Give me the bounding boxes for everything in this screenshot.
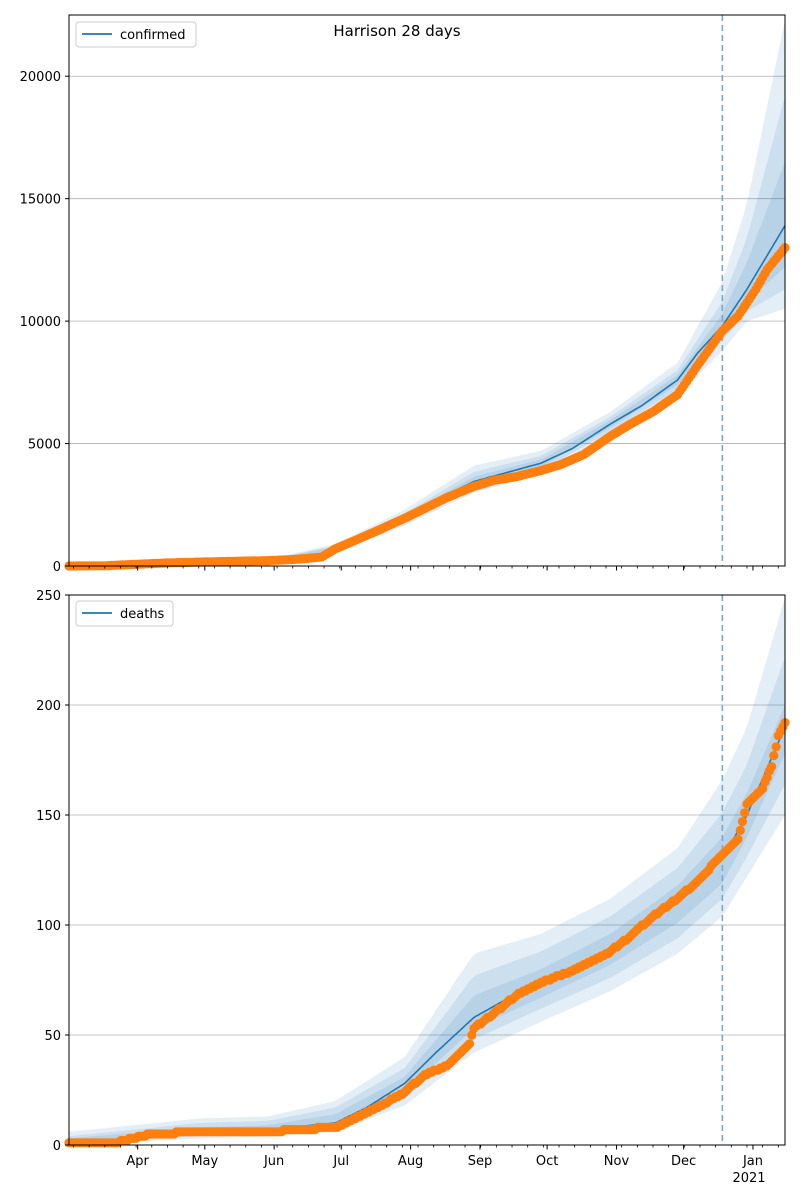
uncertainty-band [69, 19, 785, 566]
x-tick-label: Jun [263, 1154, 284, 1169]
plot-frame-confirmed [68, 14, 786, 567]
observed-point [740, 808, 750, 818]
gridlines-deaths [69, 594, 785, 1036]
y-axis-deaths: 0 50 100 150 200 250 [36, 589, 69, 1154]
legend-deaths: deaths [75, 600, 174, 627]
observed-point [737, 817, 748, 827]
y-tick-label: 250 [36, 589, 61, 604]
observed-point [769, 751, 779, 761]
y-tick-label: 100 [36, 919, 61, 934]
chart-title: Harrison 28 days [333, 22, 460, 40]
y-tick-label: 5000 [28, 438, 61, 453]
observed-point [735, 825, 745, 836]
y-tick-label: 50 [44, 1029, 61, 1044]
observed-point [464, 1039, 475, 1049]
y-tick-label: 15000 [20, 193, 61, 208]
x-year-label: 2021 [732, 1171, 765, 1186]
x-tick-label: Jan [742, 1154, 763, 1169]
uncertainty-bands-confirmed [69, 19, 785, 567]
x-tick-label: May [191, 1154, 218, 1169]
x-tick-label: Apr [126, 1154, 149, 1169]
uncertainty-band [69, 95, 785, 567]
x-tick-label: Jul [332, 1154, 349, 1169]
y-axis-confirmed: 0 5000 10000 15000 20000 [20, 70, 69, 575]
legend-box [75, 600, 174, 627]
legend-label-confirmed: confirmed [120, 28, 186, 43]
x-axis-months: Apr May Jun Jul Aug Sep Oct Nov Dec Jan [126, 1154, 763, 1169]
x-tick-label: Sep [468, 1154, 493, 1169]
uncertainty-band [69, 597, 785, 1145]
x-minor-ticks-deaths [73, 1145, 779, 1150]
observed-point [733, 834, 743, 844]
y-tick-label: 0 [53, 560, 61, 575]
y-tick-label: 10000 [20, 315, 61, 330]
y-tick-label: 20000 [20, 70, 61, 85]
y-tick-label: 150 [36, 809, 61, 824]
observed-point [771, 742, 781, 752]
x-minor-ticks-confirmed [73, 566, 779, 571]
x-tick-label: Aug [398, 1154, 423, 1169]
uncertainty-band [69, 656, 785, 1143]
y-tick-label: 0 [53, 1139, 61, 1154]
panel-confirmed: 0 5000 10000 15000 20000 confirmed [20, 14, 790, 575]
plot-frame-deaths [68, 594, 786, 1146]
gridlines-confirmed [69, 75, 785, 444]
legend-box [75, 21, 197, 48]
x-tick-label: Dec [671, 1154, 696, 1169]
uncertainty-bands-deaths [69, 597, 785, 1145]
y-tick-label: 200 [36, 699, 61, 714]
observed-points-confirmed [64, 243, 790, 571]
panel-deaths: 0 50 100 150 200 250 Apr May Jun Jul Aug Sep Oct Nov… [36, 589, 790, 1186]
x-tick-label: Oct [536, 1154, 558, 1169]
legend-label-deaths: deaths [120, 607, 165, 622]
legend-confirmed: confirmed [75, 21, 197, 48]
observed-point [767, 762, 777, 772]
x-tick-label: Nov [604, 1154, 630, 1169]
